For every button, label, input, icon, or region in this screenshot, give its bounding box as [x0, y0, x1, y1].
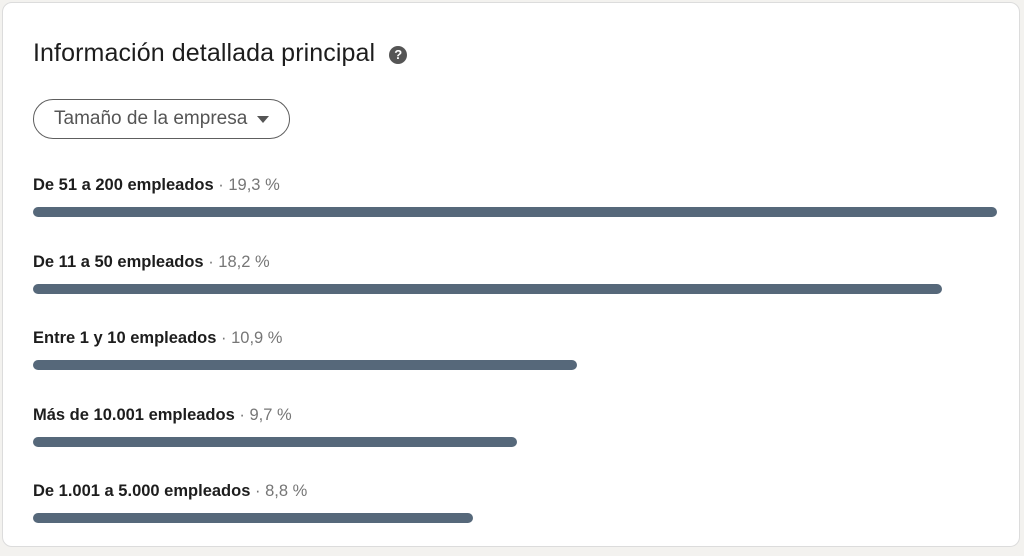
insights-card: Información detallada principal ? Tamaño… [2, 2, 1020, 547]
list-item: Entre 1 y 10 empleados · 10,9 % [33, 326, 997, 403]
row-label: De 51 a 200 empleados · 19,3 % [33, 173, 997, 197]
row-separator: · [208, 252, 214, 271]
dropdown-label: Tamaño de la empresa [54, 108, 248, 129]
row-percent: 9,7 % [249, 405, 292, 424]
row-name: Entre 1 y 10 empleados [33, 329, 217, 347]
row-name: De 11 a 50 empleados [33, 252, 204, 271]
row-name: Más de 10.001 empleados [33, 405, 235, 424]
row-name: De 1.001 a 5.000 empleados [33, 482, 251, 500]
card-header: Información detallada principal ? [33, 39, 408, 68]
bar [33, 436, 518, 447]
row-label: De 11 a 50 empleados · 18,2 % [33, 250, 997, 274]
caret-down-icon [257, 116, 270, 123]
list-item: Más de 10.001 empleados · 9,7 % [33, 403, 997, 480]
bar [33, 283, 943, 294]
row-percent: 19,3 % [228, 176, 280, 194]
bar-track [33, 513, 997, 523]
row-name: De 51 a 200 empleados [33, 176, 214, 194]
row-percent: 8,8 % [265, 482, 308, 500]
row-label: De 1.001 a 5.000 empleados · 8,8 % [33, 479, 997, 503]
help-icon[interactable]: ? [389, 45, 408, 64]
row-separator: · [221, 329, 227, 347]
bar-track [33, 436, 997, 447]
bar [33, 513, 473, 523]
row-separator: · [239, 405, 245, 424]
row-separator: · [218, 176, 224, 194]
row-percent: 18,2 % [218, 252, 270, 271]
list-item: De 51 a 200 empleados · 19,3 % [33, 173, 997, 250]
row-percent: 10,9 % [231, 329, 283, 347]
insights-list: De 51 a 200 empleados · 19,3 % De 11 a 5… [33, 173, 997, 556]
bar-track [33, 360, 997, 370]
card-title: Información detallada principal [33, 39, 376, 67]
bar-track [33, 283, 997, 294]
bar-track [33, 207, 997, 217]
row-separator: · [254, 482, 261, 500]
company-size-dropdown[interactable]: Tamaño de la empresa [33, 99, 291, 139]
bar [33, 207, 997, 217]
bar [33, 360, 578, 370]
row-label: Entre 1 y 10 empleados · 10,9 % [33, 326, 997, 350]
list-item: De 1.001 a 5.000 empleados · 8,8 % [33, 479, 997, 556]
list-item: De 11 a 50 empleados · 18,2 % [33, 250, 997, 327]
row-label: Más de 10.001 empleados · 9,7 % [33, 403, 997, 427]
